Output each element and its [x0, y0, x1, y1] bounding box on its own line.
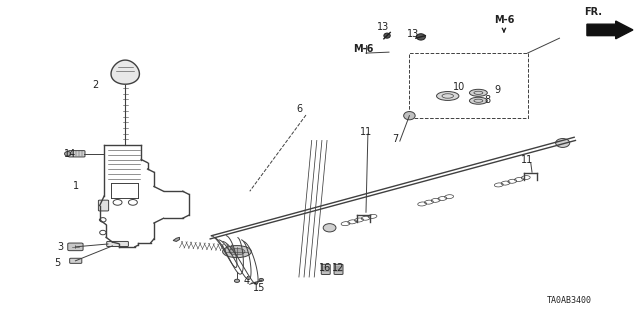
Ellipse shape	[384, 33, 390, 38]
FancyBboxPatch shape	[68, 243, 83, 251]
Ellipse shape	[469, 97, 487, 104]
Text: FR.: FR.	[584, 7, 602, 17]
Polygon shape	[587, 21, 633, 39]
Ellipse shape	[556, 138, 570, 147]
Ellipse shape	[259, 278, 264, 281]
Ellipse shape	[436, 92, 459, 100]
Text: 13: 13	[406, 29, 419, 39]
FancyBboxPatch shape	[107, 241, 129, 247]
Ellipse shape	[323, 224, 336, 232]
Text: M-6: M-6	[493, 15, 514, 26]
FancyBboxPatch shape	[99, 200, 109, 211]
Text: 13: 13	[376, 22, 388, 32]
Polygon shape	[173, 237, 179, 241]
Text: 8: 8	[484, 95, 490, 105]
Text: 9: 9	[495, 85, 500, 95]
Bar	[410, 53, 527, 118]
Text: 4: 4	[243, 276, 250, 286]
Text: 5: 5	[54, 258, 60, 268]
Text: 15: 15	[253, 283, 266, 293]
Text: 11: 11	[522, 155, 534, 165]
Text: 2: 2	[92, 80, 99, 90]
FancyBboxPatch shape	[321, 264, 330, 274]
FancyBboxPatch shape	[334, 264, 343, 274]
Text: TA0AB3400: TA0AB3400	[547, 296, 592, 305]
Ellipse shape	[65, 152, 71, 156]
Text: 3: 3	[57, 242, 63, 252]
FancyBboxPatch shape	[70, 258, 82, 263]
FancyBboxPatch shape	[68, 151, 85, 157]
Ellipse shape	[229, 249, 245, 255]
Text: 1: 1	[73, 182, 79, 191]
Text: 14: 14	[63, 149, 76, 159]
Text: 6: 6	[296, 104, 303, 114]
Text: 7: 7	[392, 134, 399, 144]
Text: M-6: M-6	[353, 44, 374, 54]
Ellipse shape	[417, 34, 426, 40]
Ellipse shape	[469, 89, 487, 96]
Text: 11: 11	[360, 127, 372, 137]
Ellipse shape	[223, 246, 252, 258]
Text: 10: 10	[453, 82, 465, 92]
Ellipse shape	[404, 112, 415, 120]
Ellipse shape	[234, 279, 239, 282]
Polygon shape	[111, 60, 140, 84]
Text: 12: 12	[332, 263, 344, 273]
Text: 16: 16	[319, 263, 332, 273]
